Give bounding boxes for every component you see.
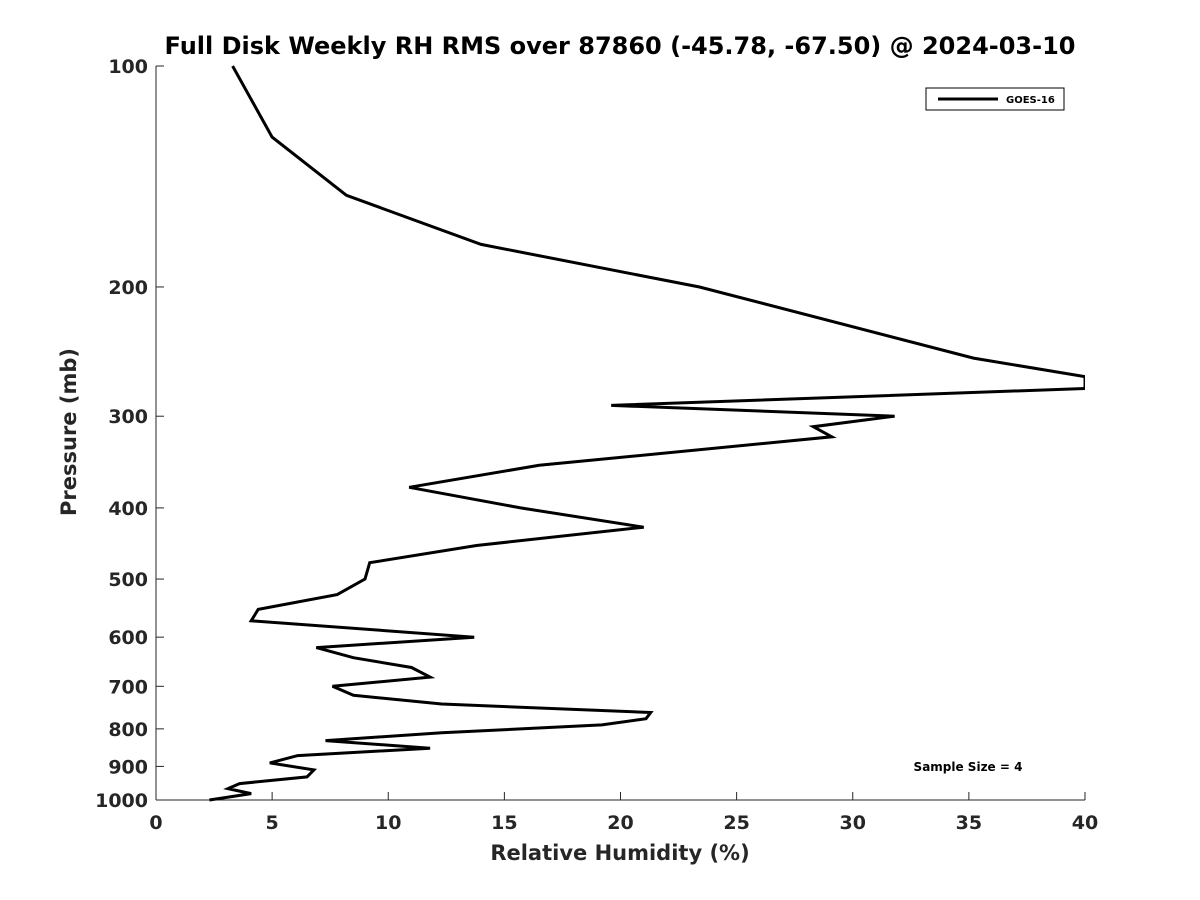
x-tick-label: 20 (607, 812, 633, 834)
y-tick-label: 800 (108, 719, 148, 741)
axes (155, 66, 1085, 801)
y-tick-label: 500 (108, 569, 148, 591)
y-tick-label: 100 (108, 56, 148, 78)
x-tick-label: 10 (375, 812, 401, 834)
series-line-goes16 (209, 65, 1085, 802)
chart-title: Full Disk Weekly RH RMS over 87860 (-45.… (165, 32, 1076, 60)
legend-label-goes16: GOES-16 (1006, 95, 1055, 106)
y-tick-label: 400 (108, 498, 148, 520)
y-tick-label: 700 (108, 676, 148, 698)
y-tick-label: 1000 (95, 790, 148, 812)
x-tick-label: 15 (491, 812, 517, 834)
x-axis-ticks: 0 5 10 15 20 25 30 35 40 (149, 792, 1098, 834)
series-group (209, 65, 1085, 802)
x-axis-label: Relative Humidity (%) (490, 841, 749, 865)
y-tick-label: 200 (108, 277, 148, 299)
x-tick-label: 40 (1072, 812, 1098, 834)
x-tick-label: 25 (723, 812, 749, 834)
x-tick-label: 0 (149, 812, 162, 834)
y-tick-label: 900 (108, 756, 148, 778)
sample-size-annotation: Sample Size = 4 (914, 760, 1023, 774)
y-axis-ticks: 100 200 300 400 500 600 700 800 900 1000 (95, 56, 164, 812)
x-tick-label: 30 (840, 812, 866, 834)
y-tick-label: 300 (108, 406, 148, 428)
y-tick-label: 600 (108, 627, 148, 649)
legend: GOES-16 (925, 87, 1065, 111)
x-tick-label: 5 (266, 812, 279, 834)
x-tick-label: 35 (956, 812, 982, 834)
y-axis-label: Pressure (mb) (57, 348, 81, 516)
